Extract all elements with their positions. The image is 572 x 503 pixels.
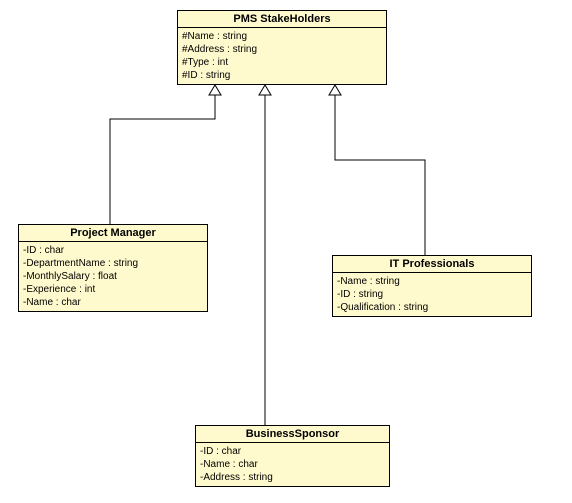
class-project-manager-title: Project Manager [19, 225, 207, 242]
attr-row: #ID : string [182, 69, 382, 82]
attr-row: -Name : char [23, 296, 203, 309]
class-stakeholders-attrs: #Name : string #Address : string #Type :… [178, 28, 386, 84]
attr-row: -Experience : int [23, 283, 203, 296]
class-business-sponsor-title: BusinessSponsor [196, 426, 389, 443]
class-business-sponsor-attrs: -ID : char -Name : char -Address : strin… [196, 443, 389, 486]
attr-row: -Qualification : string [337, 301, 527, 314]
class-stakeholders-title: PMS StakeHolders [178, 11, 386, 28]
class-project-manager: Project Manager -ID : char -DepartmentNa… [18, 224, 208, 312]
attr-row: #Name : string [182, 30, 382, 43]
attr-row: -Name : string [337, 275, 527, 288]
generalization-arrow-icon [209, 85, 221, 95]
attr-row: -ID : char [200, 445, 385, 458]
class-it-professionals-attrs: -Name : string -ID : string -Qualificati… [333, 273, 531, 316]
class-business-sponsor: BusinessSponsor -ID : char -Name : char … [195, 425, 390, 487]
attr-row: -MonthlySalary : float [23, 270, 203, 283]
attr-row: -DepartmentName : string [23, 257, 203, 270]
attr-row: -ID : string [337, 288, 527, 301]
attr-row: #Address : string [182, 43, 382, 56]
attr-row: -Name : char [200, 458, 385, 471]
class-project-manager-attrs: -ID : char -DepartmentName : string -Mon… [19, 242, 207, 311]
class-stakeholders: PMS StakeHolders #Name : string #Address… [177, 10, 387, 85]
generalization-line [110, 85, 215, 224]
generalization-arrow-icon [329, 85, 341, 95]
class-it-professionals: IT Professionals -Name : string -ID : st… [332, 255, 532, 317]
generalization-arrow-icon [259, 85, 271, 95]
attr-row: #Type : int [182, 56, 382, 69]
attr-row: -Address : string [200, 471, 385, 484]
generalization-line [335, 85, 425, 255]
class-it-professionals-title: IT Professionals [333, 256, 531, 273]
attr-row: -ID : char [23, 244, 203, 257]
